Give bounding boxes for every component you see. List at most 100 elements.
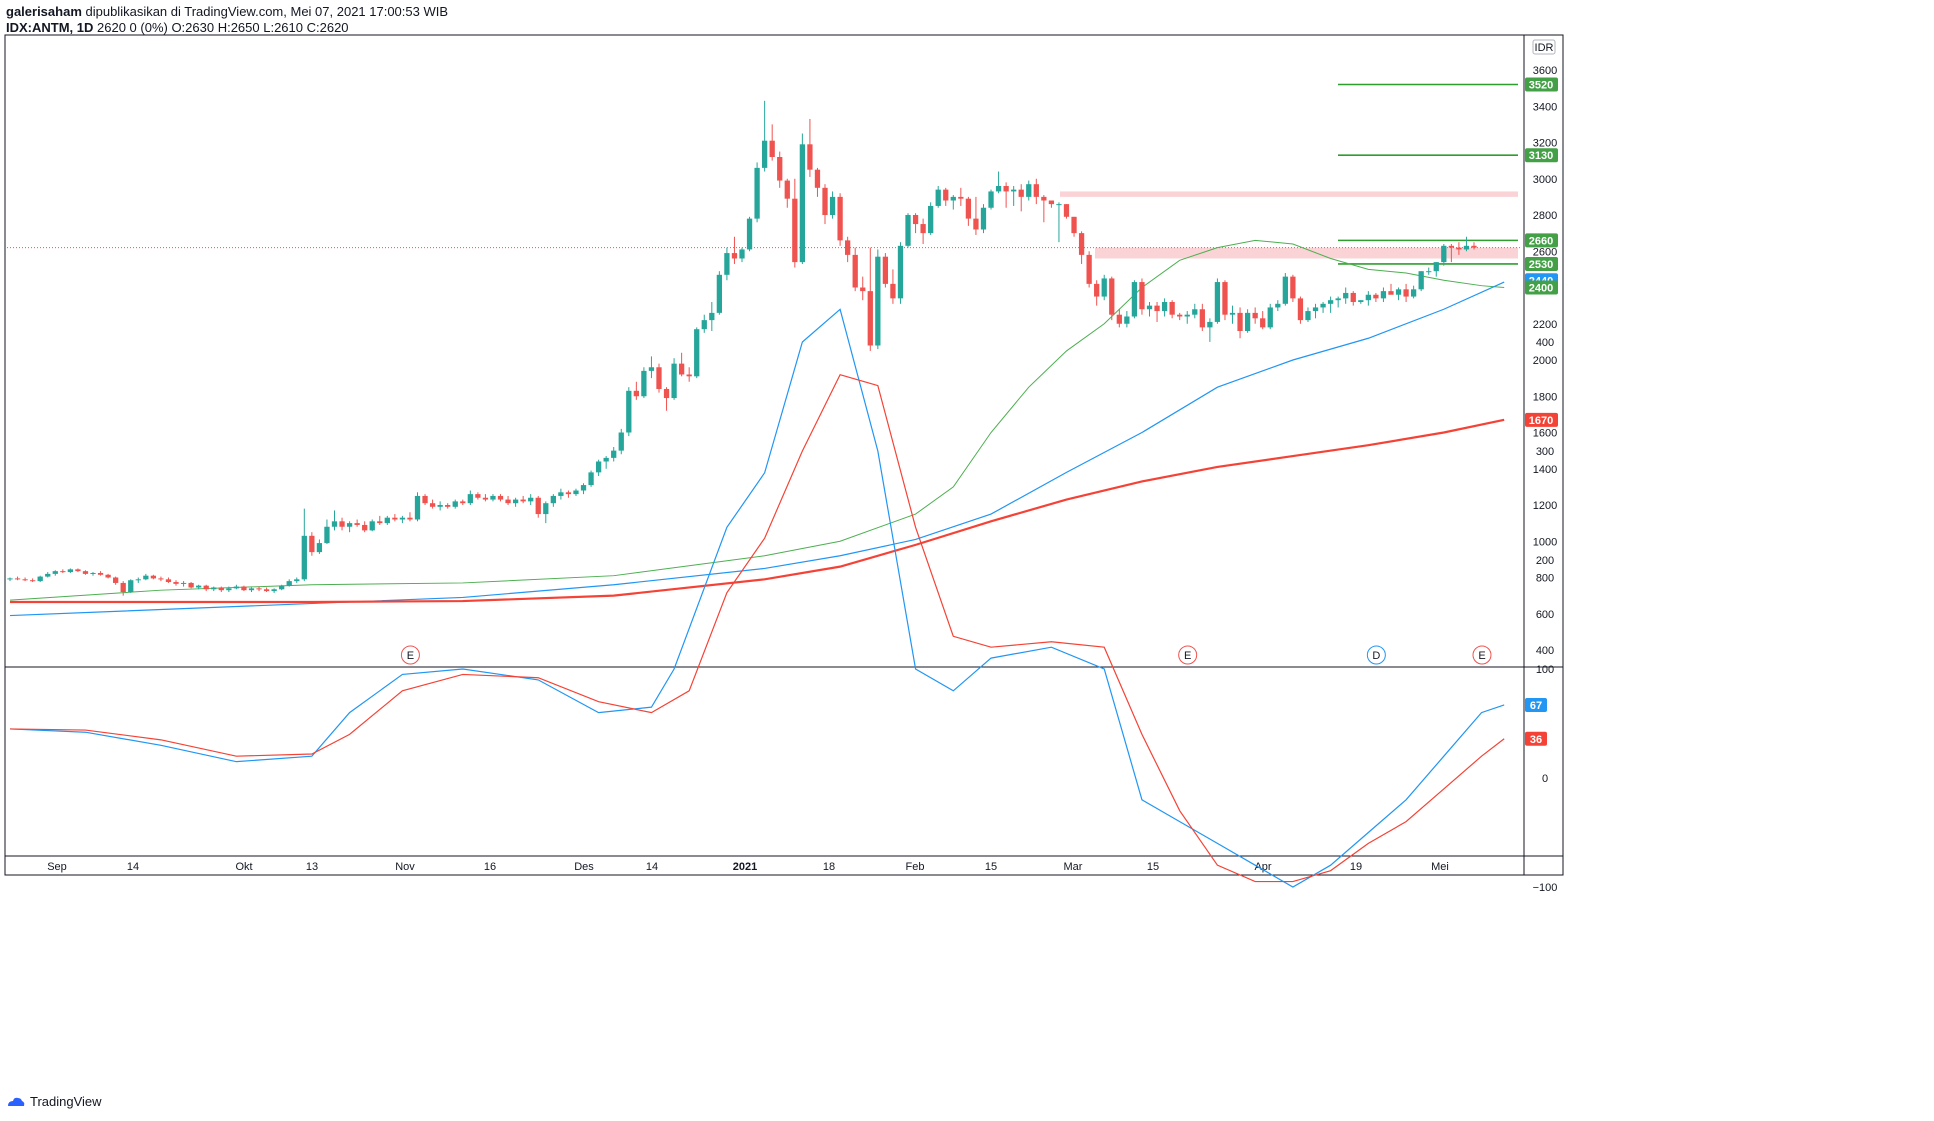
candle-body (845, 240, 851, 255)
y-tick-label: 2000 (1533, 355, 1557, 367)
candle-body (1463, 245, 1470, 250)
candle-body (1003, 186, 1009, 192)
candle-body (535, 497, 541, 515)
candle-body (875, 256, 881, 346)
x-tick-label: 13 (306, 861, 318, 873)
candle-body (920, 224, 926, 234)
candle-body (716, 274, 723, 313)
osc-y-tick-label: 0 (1542, 773, 1548, 785)
candle-body (543, 503, 549, 515)
candle-body (995, 186, 1002, 192)
candle-body (1456, 247, 1462, 250)
candle-body (860, 287, 866, 292)
candle-body (497, 495, 504, 500)
candle-body (248, 588, 255, 591)
candle-body (807, 144, 813, 170)
candle-body (188, 582, 194, 588)
candle-body (29, 580, 36, 582)
y-tick-label: 1000 (1533, 536, 1557, 548)
candle-body (475, 494, 481, 498)
candle-body (980, 207, 987, 230)
x-tick-label: Feb (906, 861, 925, 873)
price-label: 2400 (1529, 283, 1553, 295)
candle-body (135, 579, 141, 581)
candle-body (882, 256, 889, 284)
osc-label: 36 (1530, 734, 1542, 746)
candle-body (595, 461, 602, 473)
candle-body (1388, 291, 1394, 295)
candle-body (90, 572, 96, 574)
tradingview-cloud-icon (8, 1097, 25, 1106)
candle-body (1441, 245, 1447, 263)
candle-body (1071, 216, 1077, 234)
candle-body (256, 588, 262, 590)
event-marker[interactable] (1366, 645, 1386, 665)
candle-body (1275, 303, 1281, 308)
price-label-box (1525, 77, 1558, 92)
candle-body (490, 495, 496, 500)
candle-body (792, 198, 798, 263)
candle-body (588, 472, 594, 486)
candle-body (1267, 307, 1273, 328)
event-label: E (407, 650, 414, 662)
candle-body (324, 526, 330, 544)
candle-body (1426, 271, 1432, 273)
candle-body (1237, 312, 1243, 331)
candle-body (263, 589, 270, 592)
y-tick-label: 3400 (1533, 101, 1557, 113)
candle-body (294, 579, 300, 582)
candle-body (1207, 321, 1213, 328)
x-tick-label: 19 (1350, 861, 1362, 873)
candle-body (761, 140, 768, 168)
candle-body (113, 577, 119, 583)
y-tick-label: 2200 (1533, 319, 1557, 331)
candle-body (1109, 278, 1115, 315)
osc-label-box (1525, 697, 1547, 712)
candle-body (754, 167, 760, 219)
x-tick-label: 18 (823, 861, 835, 873)
event-marker[interactable] (400, 645, 420, 665)
candle-body (316, 543, 323, 553)
y-tick-label: 3000 (1533, 174, 1557, 186)
x-tick-label: 2021 (733, 861, 757, 873)
candle-body (173, 582, 179, 584)
osc-label: 67 (1530, 700, 1542, 712)
candle-body (678, 363, 685, 375)
y-tick-label: 2600 (1533, 246, 1557, 258)
event-marker[interactable] (1178, 645, 1198, 665)
candle-body (7, 578, 13, 580)
x-tick-label: 15 (1147, 861, 1159, 873)
y-tick-label: 3600 (1533, 65, 1557, 77)
candle-body (958, 196, 964, 199)
candle-body (565, 492, 572, 495)
price-label-box (1525, 256, 1558, 271)
candle-body (897, 245, 904, 299)
ma-green-line (9, 239, 1505, 601)
price-label: 3520 (1529, 80, 1553, 92)
price-label-box (1525, 412, 1558, 427)
candle-body (1033, 184, 1039, 197)
tradingview-logo[interactable]: TradingView (6, 1094, 102, 1109)
candle-body (279, 585, 285, 590)
candle-body (1448, 245, 1455, 248)
candle-body (1086, 254, 1092, 284)
candle-body (75, 569, 81, 572)
price-label-box (1525, 233, 1558, 248)
candle-body (384, 517, 390, 524)
candle-body (1410, 289, 1417, 297)
candle-body (618, 432, 624, 451)
osc-line (9, 373, 1505, 883)
candle-body (988, 191, 994, 208)
event-marker[interactable] (1472, 645, 1492, 665)
candle-body (784, 180, 790, 199)
candle-body (1290, 276, 1296, 299)
candle-body (14, 578, 21, 580)
candle-body (867, 291, 873, 346)
y-tick-label: 3200 (1533, 138, 1557, 150)
y-tick-label: 1800 (1533, 391, 1557, 403)
candle-body (22, 579, 28, 581)
x-tick-label: 14 (127, 861, 139, 873)
osc-y-tick-label: 100 (1536, 664, 1554, 676)
candle-body (1124, 316, 1130, 324)
